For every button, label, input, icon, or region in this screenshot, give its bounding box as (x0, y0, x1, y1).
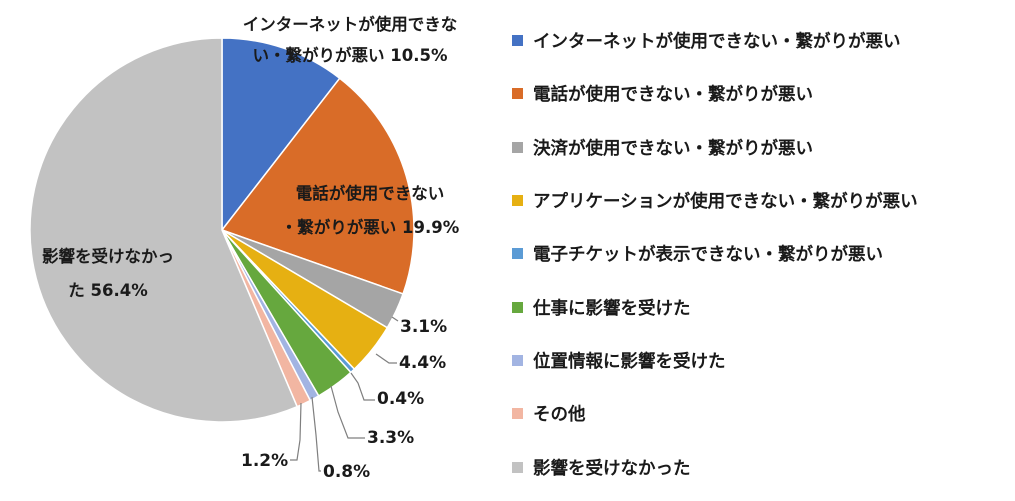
legend-swatch-5 (512, 301, 523, 313)
pie-chart: インターネットが使用できない・繋がりが悪い 10.5% 電話が使用できない・繋がり… (29, 14, 460, 482)
legend-swatch-2 (512, 141, 523, 153)
pie-slices (29, 37, 415, 423)
data-label-2-line-0: 3.1% (400, 317, 447, 337)
legend-swatch-1 (512, 88, 523, 100)
pie-slice-8 (29, 37, 299, 423)
legend-swatch-6 (512, 354, 523, 366)
data-labels: インターネットが使用できない・繋がりが悪い 10.5% 電話が使用できない・繋がり… (42, 14, 460, 482)
leader-line-2 (391, 316, 399, 322)
data-label-6-line-0: 0.8% (323, 462, 370, 482)
data-label-4-line-0: 0.4% (377, 389, 424, 409)
legend-label-4: 電子チケットが表示できない・繋がりが悪い (533, 245, 883, 266)
legend-label-2: 決済が使用できない・繋がりが悪い (533, 138, 813, 159)
data-label-7-line-0: 1.2% (241, 451, 288, 471)
legend-swatch-7 (512, 408, 523, 420)
pie-slice-1 (220, 77, 415, 295)
data-label-0-line-0: インターネットが使用できな (243, 14, 458, 34)
data-label-1-line-0: 電話が使用できない (296, 183, 445, 203)
leader-line-7 (290, 402, 302, 461)
legend-label-6: 位置情報に影響を受けた (533, 351, 726, 372)
legend-item-4: 電子チケットが表示できない・繋がりが悪い (512, 227, 1012, 280)
data-label-8-line-0: 影響を受けなかっ (42, 246, 174, 266)
legend-label-0: インターネットが使用できない・繋がりが悪い (533, 32, 901, 53)
leader-line-3 (375, 353, 397, 364)
legend-item-5: 仕事に影響を受けた (512, 280, 1012, 333)
legend-item-8: 影響を受けなかった (512, 440, 1012, 493)
data-label-1-line-1: ・繋がりが悪い 19.9% (281, 217, 460, 237)
legend-item-3: アプリケーションが使用できない・繋がりが悪い (512, 174, 1012, 227)
legend-label-1: 電話が使用できない・繋がりが悪い (533, 85, 813, 106)
legend: インターネットが使用できない・繋がりが悪い 電話が使用できない・繋がりが悪い 決済が… (512, 14, 1012, 494)
leader-lines (290, 316, 399, 472)
legend-item-0: インターネットが使用できない・繋がりが悪い (512, 14, 1012, 67)
legend-label-5: 仕事に影響を受けた (533, 298, 691, 319)
leader-line-4 (350, 372, 375, 401)
legend-label-7: その他 (533, 405, 586, 426)
legend-item-1: 電話が使用できない・繋がりが悪い (512, 67, 1012, 120)
legend-label-3: アプリケーションが使用できない・繋がりが悪い (533, 192, 918, 213)
data-label-0-line-1: い・繋がりが悪い 10.5% (253, 45, 448, 65)
legend-item-2: 決済が使用できない・繋がりが悪い (512, 121, 1012, 174)
data-label-3-line-0: 4.4% (399, 353, 446, 373)
legend-swatch-4 (512, 248, 523, 260)
data-label-8-line-1: た 56.4% (68, 281, 148, 300)
leader-line-6 (311, 396, 321, 472)
legend-item-6: 位置情報に影響を受けた (512, 334, 1012, 387)
data-label-5-line-0: 3.3% (367, 428, 414, 448)
leader-line-5 (330, 385, 365, 439)
legend-swatch-0 (512, 35, 523, 47)
legend-swatch-3 (512, 195, 523, 207)
legend-swatch-8 (512, 461, 523, 473)
legend-item-7: その他 (512, 387, 1012, 440)
pie-slice-0 (221, 37, 341, 233)
legend-label-8: 影響を受けなかった (533, 458, 691, 479)
